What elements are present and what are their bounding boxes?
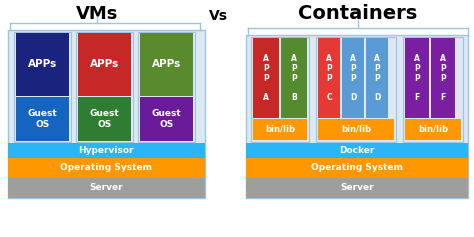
Text: Containers: Containers: [298, 4, 418, 23]
Text: bin/lib: bin/lib: [341, 124, 371, 133]
Bar: [78, 97, 131, 141]
Text: bin/lib: bin/lib: [418, 124, 448, 133]
Bar: [138, 32, 195, 142]
Bar: [16, 97, 69, 141]
Bar: [318, 119, 394, 140]
Text: A
P
P
 
A: A P P A: [263, 54, 269, 102]
Bar: [366, 38, 388, 118]
Bar: [140, 33, 193, 96]
Text: Guest
OS: Guest OS: [90, 109, 119, 129]
Bar: [431, 38, 455, 118]
Text: VMs: VMs: [76, 5, 118, 23]
Bar: [8, 158, 205, 178]
Bar: [8, 143, 205, 158]
Bar: [251, 37, 309, 142]
Bar: [246, 35, 468, 198]
Bar: [16, 33, 69, 96]
Text: A
P
P
 
D: A P P D: [350, 54, 356, 102]
Bar: [281, 38, 307, 118]
Text: Docker: Docker: [339, 146, 374, 155]
Bar: [403, 37, 463, 142]
Text: Operating System: Operating System: [311, 164, 403, 173]
Text: Hypervisor: Hypervisor: [78, 146, 134, 155]
Bar: [405, 38, 429, 118]
Bar: [140, 97, 193, 141]
Bar: [342, 38, 364, 118]
Text: Vs: Vs: [209, 9, 228, 23]
Text: A
P
P
 
F: A P P F: [414, 54, 420, 102]
Text: Server: Server: [340, 183, 374, 192]
Text: Operating System: Operating System: [60, 164, 152, 173]
Bar: [316, 37, 396, 142]
Bar: [14, 32, 71, 142]
Bar: [246, 178, 468, 198]
Text: A
P
P
 
C: A P P C: [326, 54, 332, 102]
Text: bin/lib: bin/lib: [265, 124, 295, 133]
Bar: [8, 30, 205, 198]
Text: APPs: APPs: [90, 59, 119, 69]
Text: APPs: APPs: [152, 59, 181, 69]
Bar: [246, 158, 468, 178]
Bar: [246, 143, 468, 158]
Bar: [253, 38, 279, 118]
Text: Guest
OS: Guest OS: [152, 109, 182, 129]
Bar: [78, 33, 131, 96]
Text: A
P
P
 
F: A P P F: [440, 54, 446, 102]
Text: Server: Server: [89, 183, 123, 192]
Text: Guest
OS: Guest OS: [27, 109, 57, 129]
Text: A
P
P
 
D: A P P D: [374, 54, 380, 102]
Text: APPs: APPs: [28, 59, 57, 69]
Bar: [8, 178, 205, 198]
Bar: [76, 32, 133, 142]
Bar: [318, 38, 340, 118]
Bar: [405, 119, 461, 140]
Bar: [253, 119, 307, 140]
Text: A
P
P
 
B: A P P B: [291, 54, 297, 102]
